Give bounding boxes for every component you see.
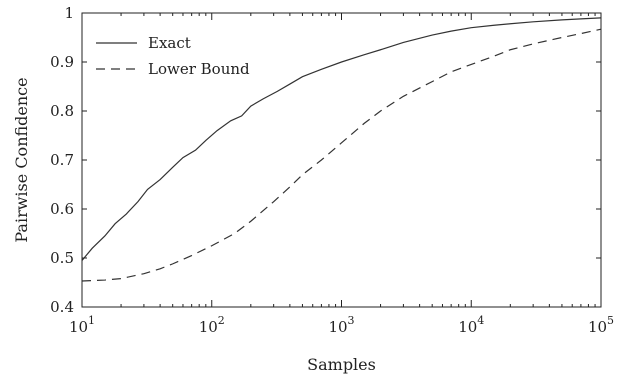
y-tick-label: 0.8 [50, 102, 74, 120]
y-axis-label: Pairwise Confidence [12, 77, 31, 242]
legend-label-exact: Exact [148, 34, 191, 52]
x-tick-label: 104 [458, 314, 484, 336]
y-tick-label: 0.6 [50, 200, 74, 218]
y-tick-label: 0.9 [50, 53, 74, 71]
x-tick-label: 103 [328, 314, 354, 336]
y-tick-label: 0.4 [50, 298, 74, 316]
series-line-lower-bound [81, 28, 602, 282]
x-axis-label: Samples [307, 355, 376, 374]
series-line-exact [81, 17, 602, 261]
x-tick-label: 105 [588, 314, 614, 336]
plot-frame [81, 12, 602, 308]
series-layer [81, 17, 602, 282]
legend-label-lower-bound: Lower Bound [148, 60, 250, 78]
x-tick-label: 101 [69, 314, 95, 336]
y-tick-label: 1 [64, 4, 74, 22]
y-tick-label: 0.7 [50, 151, 74, 169]
x-tick-label: 102 [199, 314, 225, 336]
ticks-layer: 0.4 0.5 0.6 0.7 0.8 0.9 1 101 102 103 104 105 [50, 4, 614, 336]
legend: Exact Lower Bound [96, 34, 250, 78]
y-tick-label: 0.5 [50, 249, 74, 267]
